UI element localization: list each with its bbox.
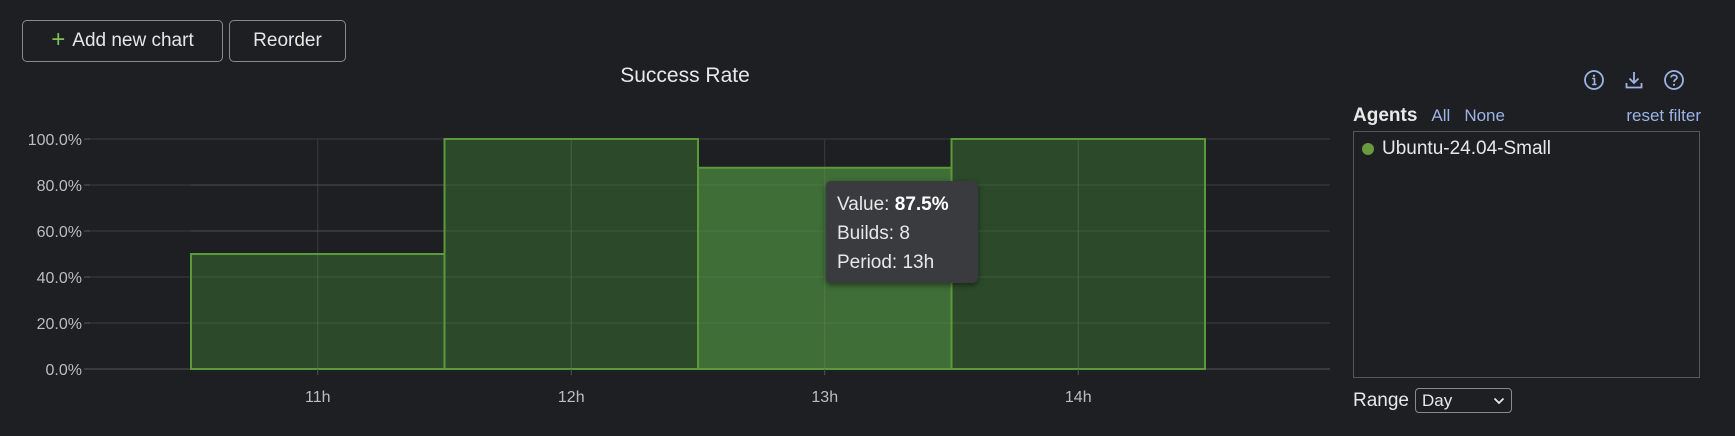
tooltip-period-label: Period:: [837, 252, 898, 273]
range-selected-value: Day: [1422, 390, 1453, 410]
tooltip-builds-label: Builds:: [837, 223, 895, 244]
x-tick-label: 11h: [305, 389, 331, 406]
x-tick-label: 12h: [558, 389, 585, 406]
help-icon[interactable]: [1660, 66, 1688, 94]
download-icon[interactable]: [1620, 66, 1648, 94]
range-row: Range Day: [1353, 388, 1512, 413]
chevron-down-icon: [1493, 397, 1505, 404]
y-tick-label: 40.0%: [37, 270, 82, 287]
agent-item[interactable]: Ubuntu-24.04-Small: [1354, 132, 1699, 160]
x-tick-label: 13h: [811, 389, 838, 406]
bar-11h: [190, 253, 446, 370]
tooltip-value-row: Value: 87.5%: [837, 190, 978, 219]
y-tick-label: 20.0%: [37, 316, 82, 333]
agent-color-dot: [1362, 143, 1374, 155]
tooltip-value: 87.5%: [894, 194, 949, 215]
agents-select-all-link[interactable]: All: [1431, 106, 1451, 125]
chart-title: Success Rate: [620, 64, 750, 87]
reset-filter-link[interactable]: reset filter: [1626, 106, 1701, 125]
info-icon[interactable]: [1580, 66, 1608, 94]
agents-list: Ubuntu-24.04-Small: [1353, 131, 1700, 378]
reorder-button[interactable]: Reorder: [229, 20, 346, 62]
bar-12h: [443, 138, 699, 370]
y-tick-label: 60.0%: [37, 224, 82, 241]
tooltip-period: 13h: [902, 252, 935, 273]
chart-tooltip: Value: 87.5% Builds: 8 Period: 13h: [826, 181, 978, 283]
x-tick-label: 14h: [1065, 389, 1092, 406]
add-new-chart-button[interactable]: + Add new chart: [22, 20, 223, 62]
y-tick-label: 0.0%: [46, 362, 82, 379]
plus-icon: +: [51, 26, 66, 53]
agents-header: Agents All None reset filter: [1353, 105, 1701, 127]
add-new-chart-label: Add new chart: [72, 30, 194, 51]
tooltip-builds-row: Builds: 8: [837, 219, 978, 248]
range-select[interactable]: Day: [1415, 388, 1512, 413]
chart-actions: [1580, 66, 1688, 94]
range-label: Range: [1353, 389, 1409, 411]
chart-area: 0.0% 20.0% 40.0% 60.0% 80.0% 100.0% 11h 12h 13h 1…: [28, 132, 1330, 406]
bar-14h: [950, 138, 1206, 370]
agent-item-label: Ubuntu-24.04-Small: [1382, 138, 1551, 159]
tooltip-period-row: Period: 13h: [837, 248, 978, 277]
tooltip-value-label: Value:: [837, 194, 890, 215]
agents-select-none-link[interactable]: None: [1464, 106, 1505, 125]
y-tick-label: 100.0%: [28, 132, 82, 149]
y-tick-label: 80.0%: [37, 178, 82, 195]
agents-title: Agents: [1353, 105, 1418, 126]
tooltip-builds: 8: [899, 223, 910, 244]
